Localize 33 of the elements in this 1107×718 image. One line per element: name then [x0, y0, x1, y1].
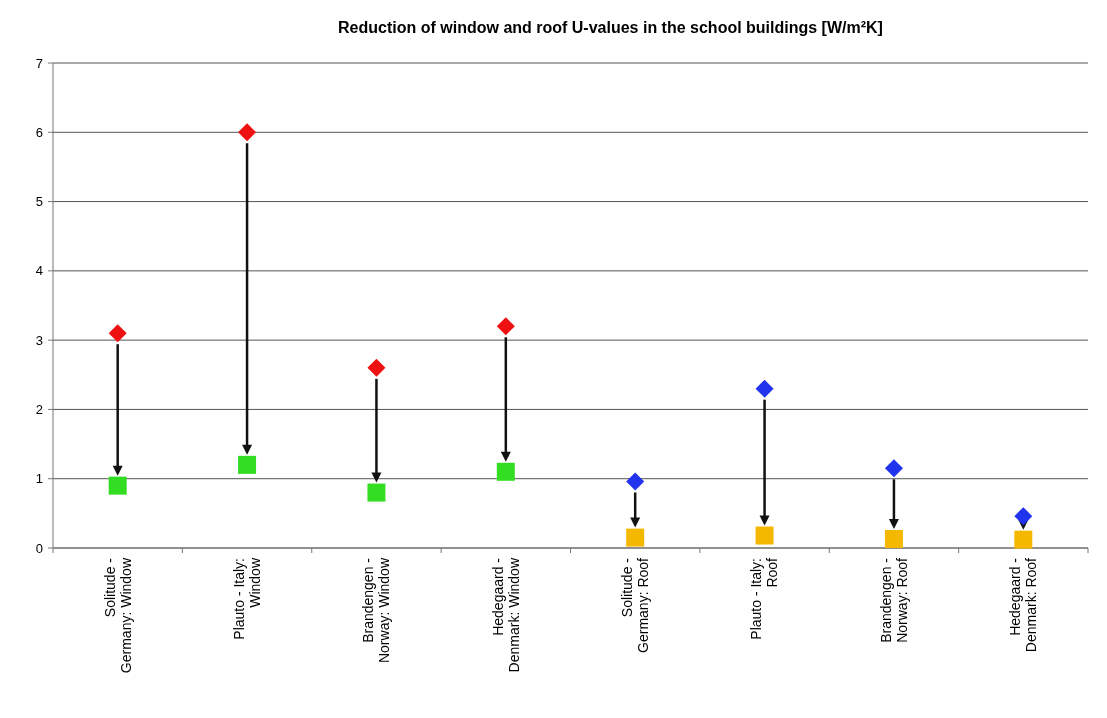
point [496, 317, 515, 336]
y-tick-label: 1 [35, 471, 43, 487]
y-tick-label: 2 [35, 401, 43, 417]
x-tick-label: Plauto - Italy: Roof [748, 557, 781, 640]
point [238, 455, 257, 474]
chart-title: Reduction of window and roof U-values in the school buildings [W/m²K] [338, 19, 883, 36]
y-tick-label: 6 [35, 124, 43, 140]
y-tick-label: 7 [35, 55, 43, 71]
x-tick-label: Brandengen - Norway: Roof [877, 557, 910, 643]
x-tick-label: Solitude - Germany: Roof [619, 557, 652, 653]
y-tick-label: 3 [35, 332, 43, 348]
point [884, 529, 903, 548]
x-tick-label: Plauto - Italy: Window [230, 557, 263, 640]
point [626, 472, 645, 491]
point [367, 358, 386, 377]
point [755, 526, 774, 545]
point [238, 123, 257, 142]
point [755, 379, 774, 398]
x-tick-label: Hedegaard - Denmark: Window [489, 557, 522, 673]
point [884, 459, 903, 478]
x-tick-label: Hedegaard - Denmark: Roof [1007, 557, 1040, 653]
x-tick-label: Solitude - Germany: Window [101, 557, 134, 674]
point [108, 476, 127, 495]
point [367, 483, 386, 502]
y-tick-label: 4 [35, 263, 43, 279]
point [496, 462, 515, 481]
point [1014, 507, 1033, 526]
point [108, 324, 127, 343]
point [626, 528, 645, 547]
x-tick-label: Brandengen - Norway: Window [360, 557, 393, 664]
y-tick-label: 5 [35, 194, 43, 210]
y-tick-label: 0 [35, 540, 43, 556]
point [1014, 530, 1033, 549]
